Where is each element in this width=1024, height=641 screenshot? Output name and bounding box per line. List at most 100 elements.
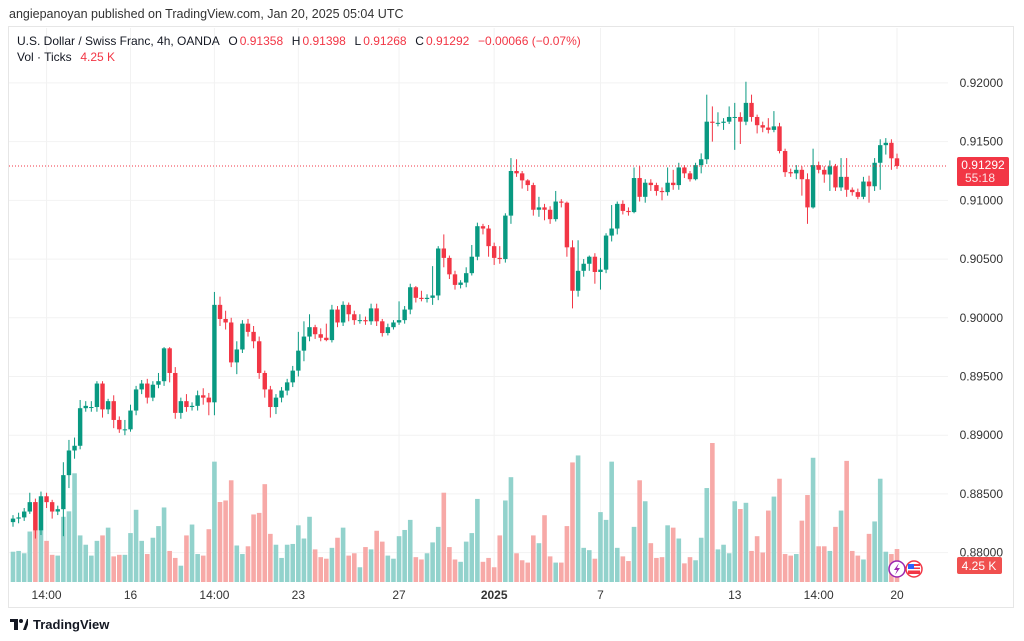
candle[interactable] (883, 138, 889, 155)
candle[interactable] (754, 114, 760, 134)
candle[interactable] (643, 179, 648, 203)
candle[interactable] (105, 398, 111, 415)
candle[interactable] (626, 207, 631, 216)
candle[interactable] (10, 515, 16, 527)
candle[interactable] (335, 306, 340, 328)
candle[interactable] (760, 121, 765, 133)
candle[interactable] (447, 255, 452, 280)
candle[interactable] (698, 153, 704, 174)
candle[interactable] (21, 508, 27, 521)
candle[interactable] (648, 179, 654, 191)
candle[interactable] (184, 394, 189, 412)
candle[interactable] (878, 139, 883, 190)
candle[interactable] (16, 512, 21, 524)
candle[interactable] (340, 301, 346, 326)
candle[interactable] (402, 306, 407, 324)
candle[interactable] (788, 168, 793, 177)
candle[interactable] (206, 392, 212, 416)
candle[interactable] (363, 316, 368, 325)
candle[interactable] (570, 240, 575, 309)
candle[interactable] (822, 166, 827, 183)
candle[interactable] (452, 270, 458, 290)
candle[interactable] (38, 491, 44, 536)
candle[interactable] (284, 378, 290, 396)
candle[interactable] (603, 233, 609, 274)
candle[interactable] (743, 81, 749, 126)
candle[interactable] (531, 182, 536, 216)
candle[interactable] (178, 397, 184, 419)
candle[interactable] (229, 317, 234, 368)
candle[interactable] (122, 419, 128, 436)
us-flag-event-icon[interactable] (905, 560, 923, 578)
candle[interactable] (346, 302, 351, 322)
candle[interactable] (872, 158, 877, 191)
candle[interactable] (195, 390, 200, 411)
candle[interactable] (480, 223, 486, 235)
lightning-event-icon[interactable] (888, 560, 906, 578)
candle[interactable] (693, 162, 698, 181)
candle[interactable] (620, 200, 626, 215)
candle[interactable] (391, 320, 396, 330)
candle[interactable] (536, 196, 542, 217)
candle[interactable] (782, 148, 788, 177)
candle[interactable] (307, 314, 312, 342)
candle[interactable] (189, 402, 195, 411)
candle[interactable] (27, 492, 32, 514)
candle[interactable] (161, 347, 167, 386)
candle[interactable] (671, 169, 676, 190)
candle[interactable] (687, 170, 693, 182)
candle[interactable] (564, 201, 570, 257)
candle[interactable] (217, 296, 223, 326)
candle[interactable] (55, 505, 60, 516)
candle[interactable] (894, 153, 900, 169)
candle[interactable] (598, 257, 603, 290)
candle[interactable] (357, 314, 363, 324)
candle[interactable] (799, 166, 805, 196)
candle[interactable] (615, 201, 620, 235)
candle[interactable] (312, 324, 318, 339)
candle[interactable] (519, 170, 525, 189)
candle[interactable] (889, 139, 894, 170)
candle[interactable] (866, 175, 872, 203)
candle[interactable] (66, 439, 72, 489)
candle[interactable] (133, 385, 139, 416)
candle[interactable] (117, 416, 122, 433)
candle[interactable] (844, 158, 849, 197)
candle[interactable] (850, 187, 855, 196)
candle[interactable] (542, 203, 547, 221)
candle[interactable] (251, 326, 256, 349)
candle[interactable] (380, 318, 385, 337)
candle[interactable] (508, 158, 514, 224)
candle[interactable] (296, 331, 301, 377)
candle[interactable] (710, 106, 715, 142)
candle[interactable] (223, 310, 228, 330)
candle[interactable] (156, 372, 161, 389)
candle[interactable] (49, 499, 55, 519)
candle[interactable] (413, 286, 419, 303)
candle[interactable] (771, 111, 777, 133)
candle[interactable] (777, 122, 782, 154)
candle[interactable] (486, 225, 491, 257)
candle[interactable] (430, 266, 435, 305)
candle[interactable] (704, 94, 709, 164)
candle[interactable] (368, 303, 374, 325)
candle[interactable] (609, 205, 614, 242)
candle[interactable] (128, 404, 133, 432)
candle[interactable] (659, 187, 665, 201)
candle[interactable] (587, 255, 592, 271)
candle[interactable] (749, 94, 754, 122)
candle[interactable] (861, 176, 866, 200)
candle[interactable] (559, 199, 564, 208)
candle[interactable] (301, 321, 307, 362)
candle[interactable] (715, 112, 721, 127)
candle[interactable] (72, 437, 77, 459)
candle[interactable] (173, 367, 178, 419)
candle[interactable] (150, 381, 156, 402)
candle[interactable] (721, 118, 726, 130)
candle[interactable] (726, 106, 732, 125)
candle[interactable] (89, 401, 94, 412)
volume-title[interactable]: Vol · Ticks (17, 50, 72, 64)
candle[interactable] (631, 167, 637, 214)
candle[interactable] (94, 381, 100, 412)
candle[interactable] (268, 385, 273, 418)
